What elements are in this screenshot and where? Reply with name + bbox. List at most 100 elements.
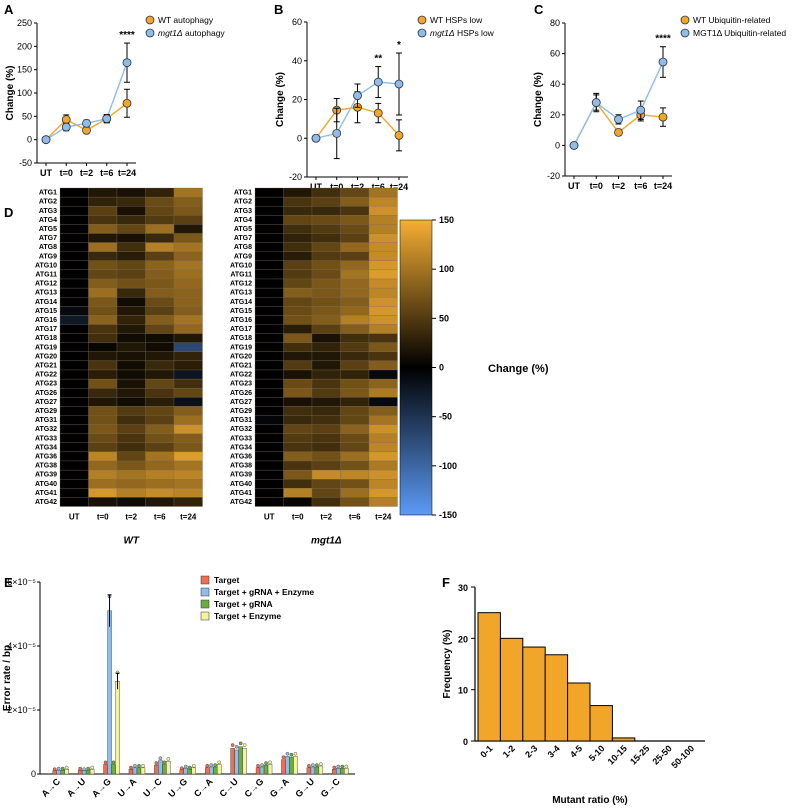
data-point	[373, 108, 383, 118]
gene-label: ATG34	[35, 444, 57, 451]
panel-label: B	[274, 2, 283, 17]
heatmap-cell	[173, 406, 203, 416]
heatmap-cell	[88, 233, 118, 243]
data-point	[332, 129, 342, 138]
data-point	[41, 135, 51, 145]
gene-label: ATG1	[234, 190, 252, 197]
panel-label: C	[534, 2, 544, 17]
heatmap-cell	[116, 315, 146, 325]
heatmap-cell	[145, 278, 175, 289]
heatmap-cell	[283, 215, 313, 225]
heatmap-cell	[340, 196, 370, 207]
heatmap-cell	[88, 406, 118, 416]
heatmap-cell	[116, 206, 146, 216]
gene-label: ATG17	[230, 326, 252, 333]
heatmap-cell	[368, 324, 398, 334]
replicate-point	[183, 764, 188, 769]
heatmap-cell	[283, 242, 313, 252]
legend-marker	[417, 15, 427, 25]
heatmap-cell	[145, 488, 175, 498]
heatmap-cell	[368, 397, 398, 407]
heatmap-cell	[116, 360, 146, 371]
bar	[336, 768, 341, 775]
heatmap-cell	[340, 424, 370, 434]
heatmap-cell	[368, 442, 398, 453]
heatmap-cell	[88, 306, 118, 316]
x-tick-label: t=0	[60, 168, 73, 178]
heatmap-panel: ATG1 ATG2 ATG3 ATG4 ATG5 ATG7 ATG8 ATG9 ATG10 ATG…	[35, 187, 203, 547]
x-tick-label: t=6	[100, 168, 113, 178]
bar	[289, 757, 294, 775]
heatmap-cell	[173, 260, 203, 271]
bar	[293, 756, 298, 775]
legend-label: mgt1Δ autophagy	[158, 28, 225, 38]
heatmap-cell	[59, 251, 89, 261]
heatmap-cell	[59, 278, 89, 289]
heatmap-cell	[283, 433, 313, 443]
gene-label: ATG10	[230, 262, 252, 269]
bar	[217, 764, 222, 775]
x-tick-label: 0-1	[478, 743, 494, 759]
y-tick-label: 0	[31, 769, 36, 779]
replicate-point	[307, 764, 311, 768]
gene-label: ATG5	[39, 226, 57, 233]
gene-label: ATG18	[230, 335, 252, 342]
gene-label: ATG19	[35, 344, 57, 351]
bar	[281, 759, 286, 775]
heatmap-cell	[88, 242, 118, 252]
heatmap-cell	[145, 451, 175, 462]
bar	[60, 769, 65, 775]
x-tick-label: C→A	[192, 776, 215, 799]
heatmap-cell	[88, 378, 118, 389]
heatmap-cell	[283, 460, 313, 471]
gene-label: ATG11	[35, 272, 57, 279]
bar	[230, 748, 235, 775]
heatmap-cell	[116, 242, 146, 252]
heatmap-cell	[59, 497, 89, 507]
gene-label: ATG8	[39, 244, 57, 251]
gene-label: ATG39	[230, 472, 252, 479]
bar	[52, 770, 57, 775]
heatmap-cell	[59, 406, 89, 416]
heatmap-cell	[59, 415, 89, 425]
heatmap-cell	[116, 224, 146, 234]
gene-label: ATG12	[35, 281, 57, 288]
y-tick-label: 0	[27, 135, 32, 145]
heatmap-cell	[116, 424, 146, 434]
colorbar	[399, 219, 433, 516]
heatmap-cell	[59, 369, 89, 380]
heatmap-cell	[116, 251, 146, 261]
heatmap-cell	[116, 260, 146, 271]
replicate-point	[315, 763, 319, 767]
heatmap-cell	[145, 233, 175, 243]
heatmap-cell	[59, 269, 89, 280]
heatmap-cell	[283, 324, 313, 334]
heatmap-cell	[88, 415, 118, 425]
heatmap-cell	[368, 206, 398, 216]
heatmap-cell	[59, 260, 89, 271]
x-tick-label: t=24	[390, 182, 408, 192]
heatmap-cell	[254, 469, 284, 480]
gene-label: ATG36	[35, 454, 57, 461]
heatmap-cell	[283, 469, 313, 480]
heatmap-cell	[340, 442, 370, 453]
x-tick-label: U→C	[141, 776, 164, 799]
replicate-point	[103, 760, 108, 765]
bar	[158, 760, 163, 775]
heatmap-cell	[173, 442, 203, 453]
heatmap-cell	[88, 424, 118, 434]
heatmap-cell	[368, 406, 398, 416]
heatmap-cell	[116, 287, 146, 298]
replicate-point	[111, 760, 116, 765]
heatmap-cell	[368, 369, 398, 380]
replicate-point	[293, 751, 298, 756]
heatmap-cell	[283, 342, 313, 352]
gene-label: ATG2	[39, 199, 57, 206]
heatmap-cell	[340, 187, 370, 198]
heatmap-cell	[173, 287, 203, 298]
y-tick-label: 150	[17, 65, 32, 75]
heatmap-cell	[173, 388, 203, 398]
gene-label: ATG4	[39, 217, 57, 224]
heatmap-cell	[173, 351, 203, 362]
gene-label: ATG2	[234, 199, 252, 206]
